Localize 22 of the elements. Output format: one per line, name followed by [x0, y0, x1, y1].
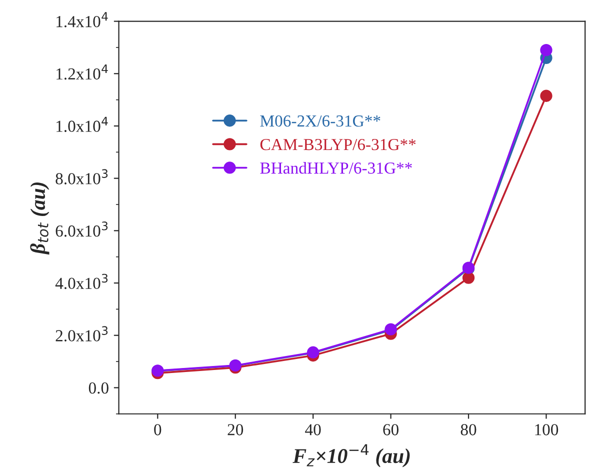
x-tick-label: 40: [305, 424, 321, 436]
y-tick-label: 6.0x10$^{3}$: [56, 221, 108, 237]
legend-label: CAM-B3LYP/6-31G**: [260, 138, 416, 150]
y-axis-title: β$_{tot}$ (au): [30, 182, 50, 255]
x-tick-label: 60: [383, 424, 398, 436]
y-tick-label: 1.2x10$^{4}$: [56, 64, 108, 80]
x-tick-label: 100: [535, 424, 558, 436]
y-tick-label: 1.0x10$^{4}$: [56, 116, 108, 132]
legend-label: BHandHLYP/6-31G**: [260, 162, 412, 174]
x-tick-label: 80: [460, 424, 476, 436]
point: [540, 44, 552, 56]
point: [462, 272, 475, 284]
x-axis-title: F$_{z}$×10$^{−4}$ (au): [292, 444, 410, 468]
x-tick-label: 0: [154, 424, 162, 436]
legend-label: M06-2X/6-31G**: [260, 115, 380, 127]
y-tick-label: 4.0x10$^{3}$: [55, 274, 108, 290]
y-tick-label: 8.0x10$^{3}$: [56, 169, 108, 184]
y-tick-label: 2.0x10$^{3}$: [56, 326, 108, 342]
y-tick-label: 1.4x10$^{4}$: [56, 12, 108, 28]
point: [540, 90, 552, 102]
x-tick-label: 20: [228, 424, 244, 436]
y-tick-label: 0.0: [88, 382, 108, 394]
